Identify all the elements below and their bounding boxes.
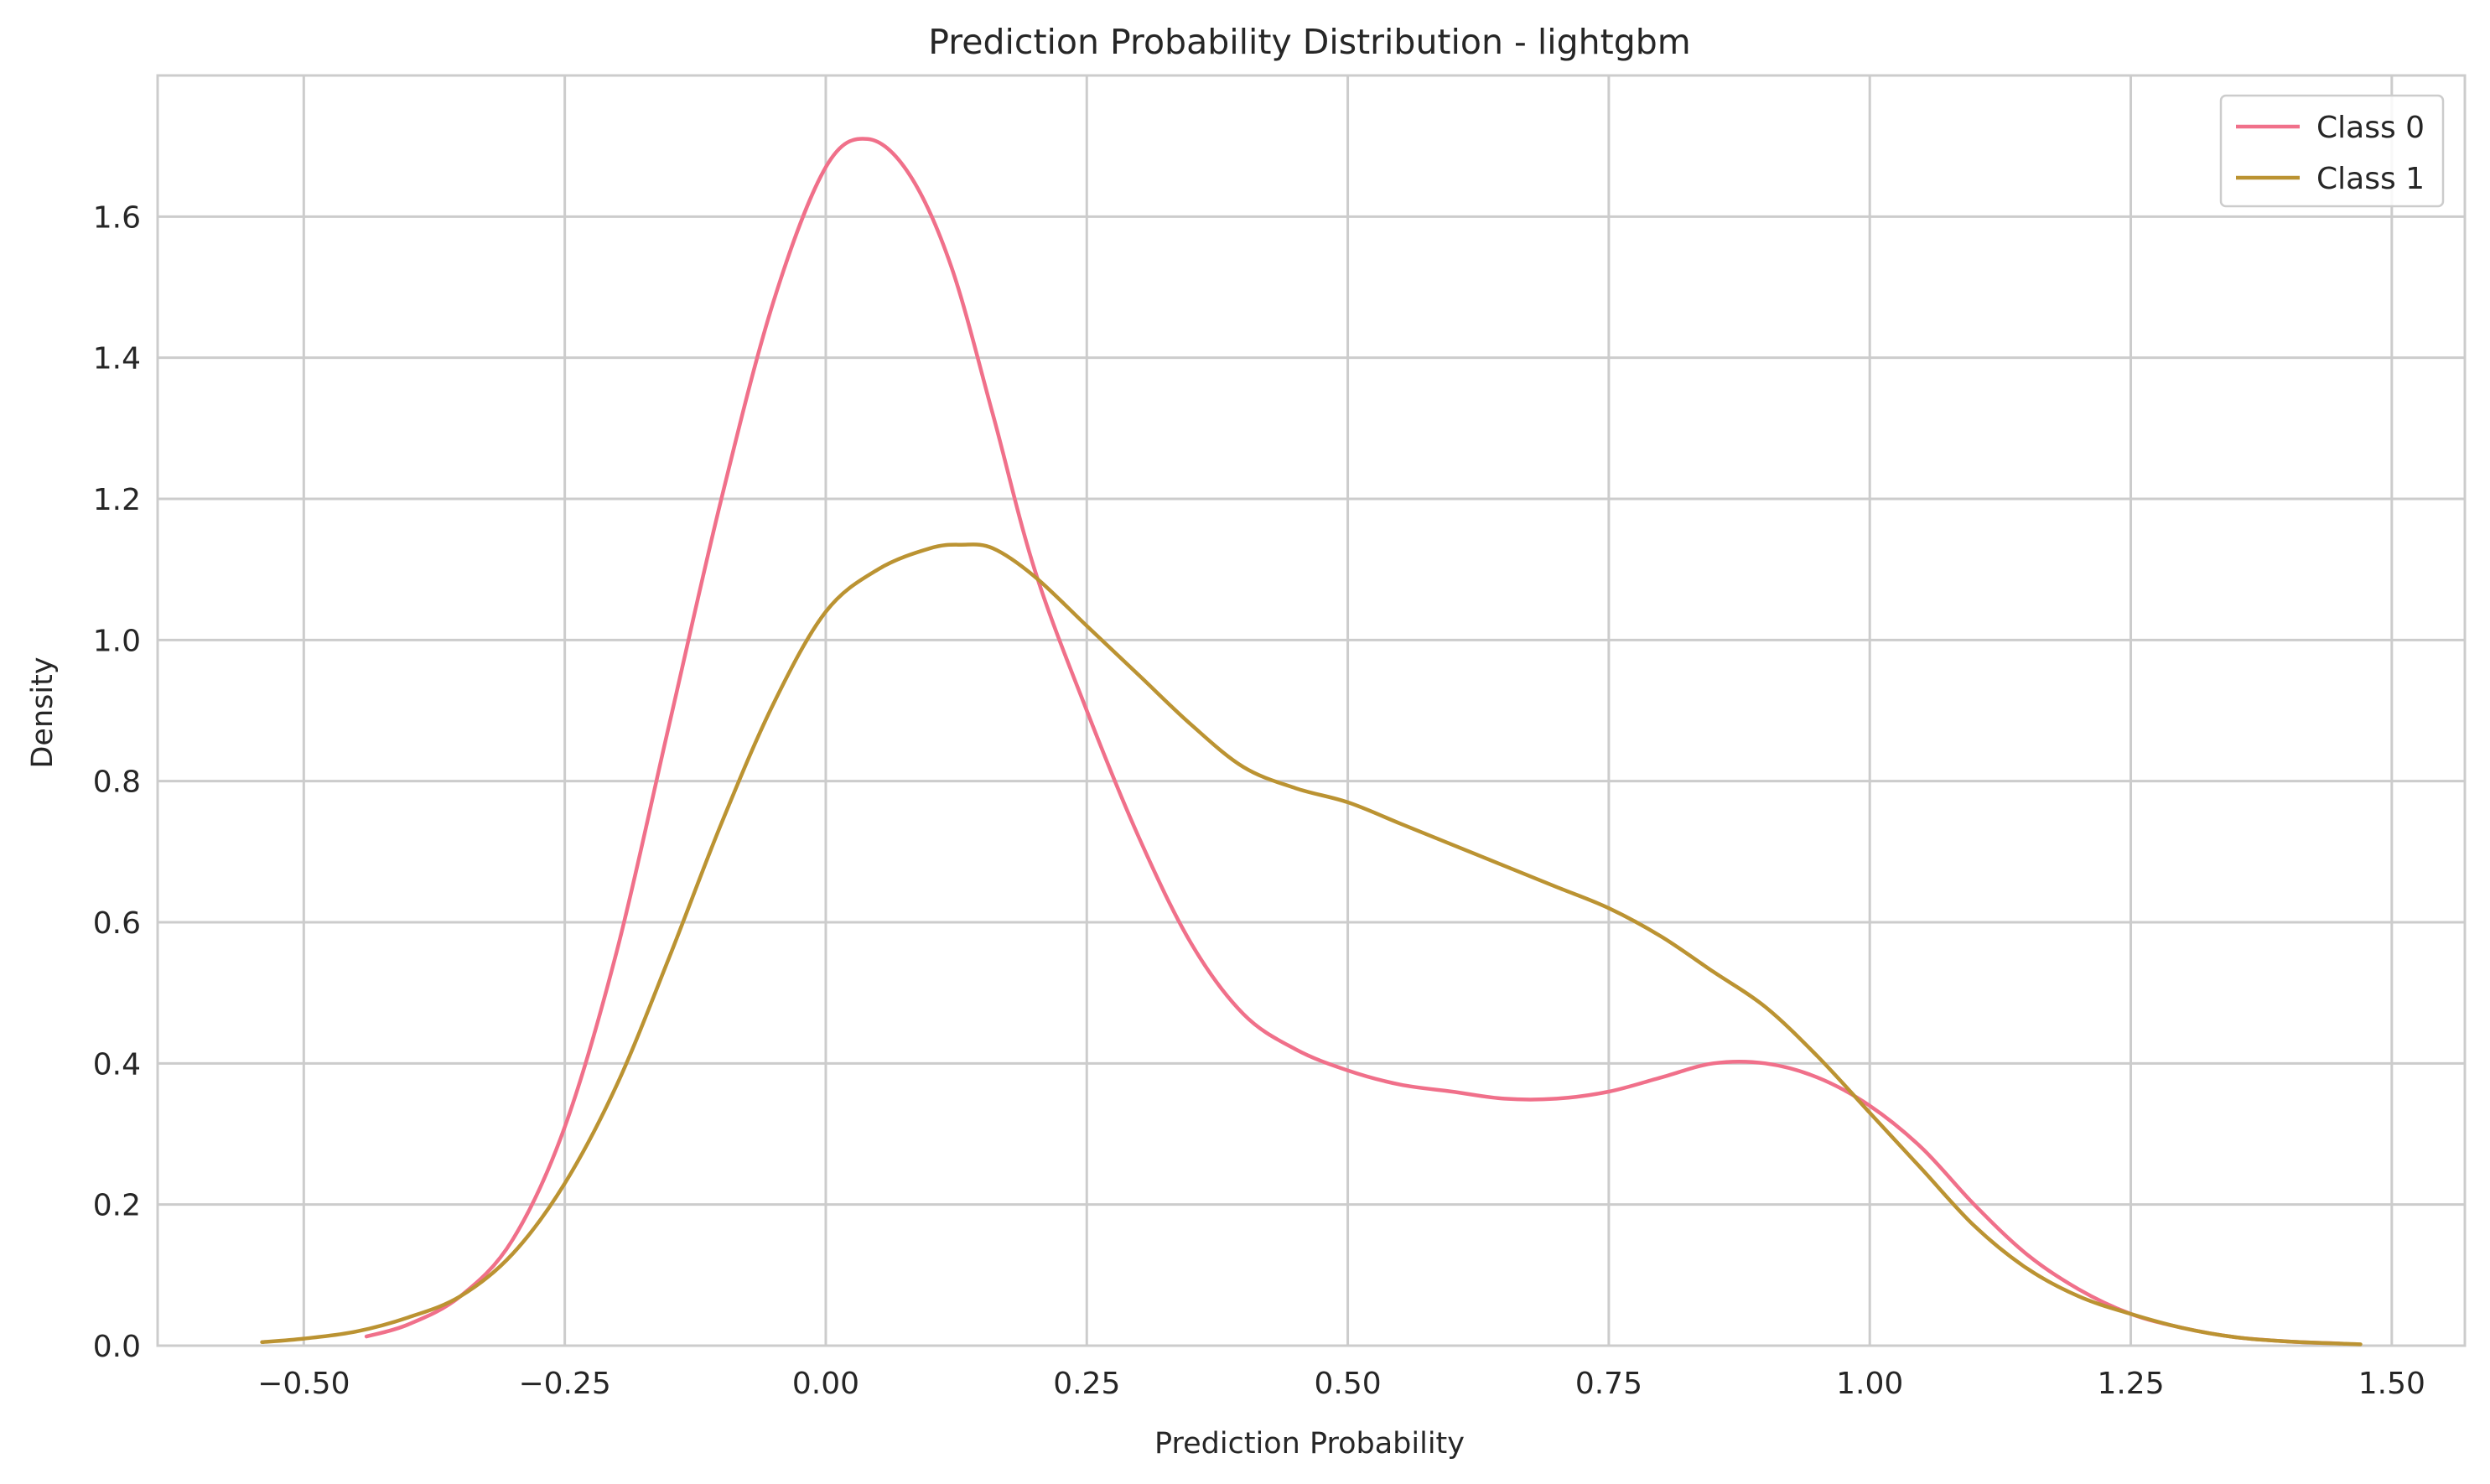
grid-lines: [158, 75, 2465, 1347]
y-tick-labels: 0.0 0.2 0.4 0.6 0.8 1.0 1.2 1.4 1.6: [93, 200, 141, 1364]
legend-label: Class 0: [2316, 111, 2425, 145]
x-tick-label: 1.50: [2358, 1367, 2425, 1401]
x-tick-label: 1.00: [1836, 1367, 1903, 1401]
y-tick-label: 0.0: [93, 1330, 141, 1364]
y-tick-label: 0.2: [93, 1189, 141, 1223]
series-line-class-0: [364, 137, 2342, 1346]
x-tick-label: 0.25: [1053, 1367, 1120, 1401]
y-tick-label: 0.8: [93, 765, 141, 800]
x-tick-label: 1.25: [2097, 1367, 2164, 1401]
y-tick-label: 0.6: [93, 906, 141, 941]
y-tick-label: 1.0: [93, 624, 141, 658]
x-tick-label: −0.50: [257, 1367, 350, 1401]
y-tick-label: 1.2: [93, 483, 141, 517]
plot-frame: [156, 74, 2467, 1347]
y-tick-label: 1.4: [93, 342, 141, 376]
y-axis-label: Density: [26, 656, 60, 768]
x-axis-label: Prediction Probability: [1154, 1427, 1465, 1461]
legend-label: Class 1: [2316, 162, 2425, 196]
x-tick-label: 0.50: [1315, 1367, 1382, 1401]
series-line-class-1: [260, 542, 2363, 1346]
legend: Class 0 Class 1: [2219, 94, 2445, 208]
x-tick-label: −0.25: [518, 1367, 610, 1401]
series-lines: [260, 137, 2363, 1346]
x-tick-label: 0.00: [792, 1367, 859, 1401]
y-tick-label: 0.4: [93, 1047, 141, 1082]
chart-title: Prediction Probability Distribution - li…: [928, 22, 1690, 62]
y-tick-label: 1.6: [93, 200, 141, 235]
x-tick-labels: −0.50 −0.25 0.00 0.25 0.50 0.75 1.00 1.25 1.50: [257, 1367, 2425, 1401]
x-tick-label: 0.75: [1575, 1367, 1642, 1401]
